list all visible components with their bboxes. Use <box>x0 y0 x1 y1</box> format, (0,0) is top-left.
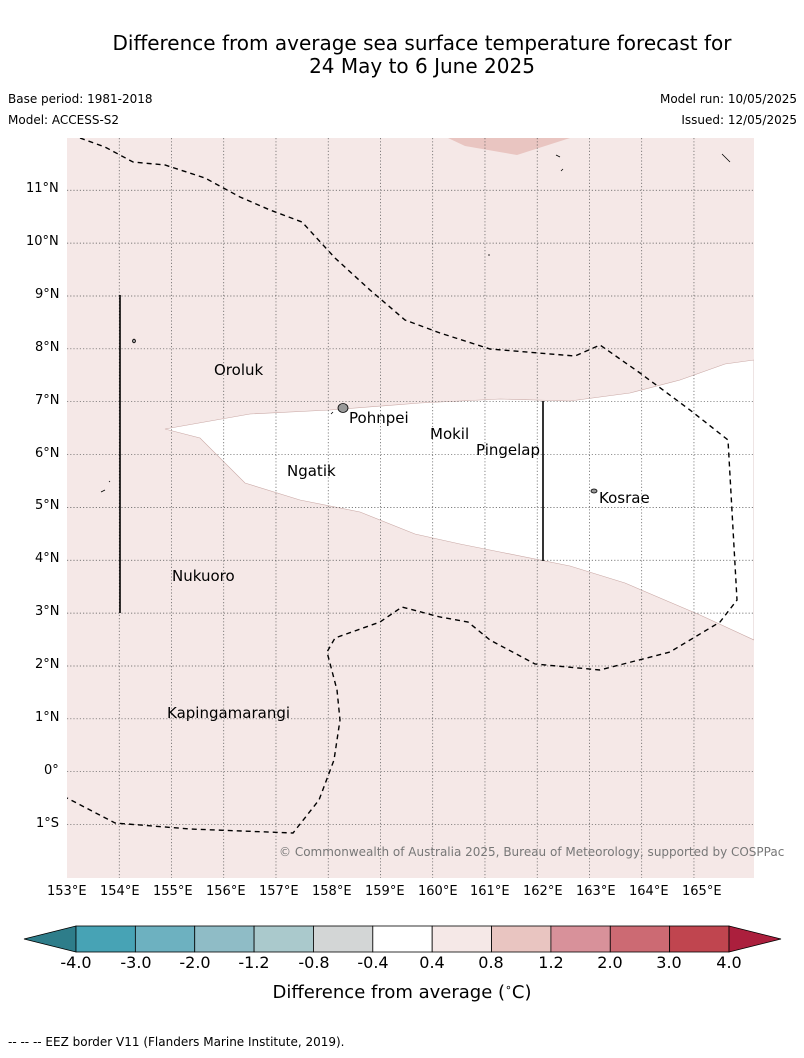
colorbar-tick-label: 0.8 <box>478 953 504 972</box>
pohnpei-island <box>337 403 349 413</box>
eez-legend-note: -- -- -- EEZ border V11 (Flanders Marine… <box>8 1035 345 1049</box>
colorbar-tick-label: -2.0 <box>179 953 211 972</box>
title-line-2: 24 May to 6 June 2025 <box>309 54 535 78</box>
colorbar-segment <box>372 925 433 953</box>
colorbar-segment <box>75 925 136 953</box>
place-label-mokil: Mokil <box>430 425 470 443</box>
colorbar-title: Difference from average (∘C) <box>272 981 532 1003</box>
lat-tick-label: 10°N <box>26 234 59 249</box>
neutral-anomaly-region <box>164 359 754 641</box>
eez-border <box>67 138 738 834</box>
colorbar-tick-label: -3.0 <box>120 953 152 972</box>
lon-tick-label: 154°E <box>100 884 140 899</box>
place-label-oroluk: Oroluk <box>214 361 264 379</box>
colorbar-segment <box>550 925 611 953</box>
colorbar-extend-max <box>728 925 782 953</box>
lat-tick-label: 6°N <box>35 446 60 461</box>
colorbar-segment <box>431 925 492 953</box>
islet <box>721 153 731 163</box>
colorbar-extend-min <box>23 925 77 953</box>
colorbar-tick-label: 0.4 <box>419 953 445 972</box>
colorbar-segment <box>491 925 552 953</box>
lon-tick-label: 158°E <box>312 884 352 899</box>
colorbar <box>23 925 782 953</box>
colorbar-tick-label: -0.4 <box>357 953 389 972</box>
lon-tick-label: 159°E <box>365 884 405 899</box>
colorbar-tick-label: -1.2 <box>238 953 270 972</box>
islet <box>555 154 561 158</box>
lat-tick-label: 7°N <box>35 393 60 408</box>
lon-tick-label: 155°E <box>153 884 193 899</box>
islet <box>100 489 106 493</box>
lat-tick-label: 8°N <box>35 340 60 355</box>
colorbar-tick-label: 1.2 <box>538 953 564 972</box>
place-label-kapingamarangi: Kapingamarangi <box>167 704 291 722</box>
colorbar-segment <box>669 925 730 953</box>
place-label-ngatik: Ngatik <box>287 462 336 480</box>
colorbar-title-unit: C) <box>511 982 532 1003</box>
lon-tick-label: 165°E <box>682 884 722 899</box>
lat-tick-label: 1°S <box>36 816 60 831</box>
place-label-kosrae: Kosrae <box>599 489 650 507</box>
lat-tick-label: 9°N <box>35 287 60 302</box>
lon-tick-label: 156°E <box>206 884 246 899</box>
islands <box>100 153 731 494</box>
lon-tick-label: 162°E <box>523 884 563 899</box>
lon-tick-label: 153°E <box>47 884 87 899</box>
lat-tick-label: 1°N <box>35 710 60 725</box>
colorbar-tick-label: 4.0 <box>716 953 742 972</box>
islet <box>108 480 111 483</box>
colorbar-segment <box>134 925 196 953</box>
model-run: Model run: 10/05/2025 <box>659 92 797 106</box>
colorbar-segment <box>313 925 374 953</box>
issued-date: Issued: 12/05/2025 <box>681 113 797 127</box>
islet <box>132 338 136 344</box>
colorbar-tick-label: -4.0 <box>60 953 92 972</box>
lat-tick-label: 4°N <box>35 551 60 566</box>
map-title: Difference from average sea surface temp… <box>40 32 804 78</box>
colorbar-tick-label: 2.0 <box>597 953 623 972</box>
colorbar-segment <box>194 925 255 953</box>
lat-tick-label: 11°N <box>26 181 59 196</box>
lat-tick-label: 0° <box>44 763 59 778</box>
lat-tick-label: 5°N <box>35 498 60 513</box>
colorbar-tick-label: 3.0 <box>656 953 682 972</box>
islet <box>330 411 334 415</box>
colorbar-segment <box>609 925 671 953</box>
kosrae-island <box>590 488 598 494</box>
colorbar-title-text: Difference from average ( <box>272 982 506 1003</box>
place-label-pohnpei: Pohnpei <box>349 409 409 427</box>
lat-tick-label: 2°N <box>35 657 60 672</box>
copyright-notice: © Commonwealth of Australia 2025, Bureau… <box>279 845 785 859</box>
lon-tick-label: 157°E <box>259 884 299 899</box>
colorbar-segment <box>253 925 314 953</box>
place-label-nukuoro: Nukuoro <box>172 567 235 585</box>
anomaly-0-8-1-2-region <box>448 138 570 155</box>
base-period: Base period: 1981-2018 <box>8 92 153 106</box>
lon-tick-label: 163°E <box>576 884 616 899</box>
colorbar-tick-label: -0.8 <box>298 953 330 972</box>
lon-tick-label: 164°E <box>629 884 669 899</box>
islet <box>560 168 564 172</box>
graticule <box>67 138 754 878</box>
place-label-pingelap: Pingelap <box>476 441 541 459</box>
lon-tick-label: 160°E <box>418 884 458 899</box>
title-line-1: Difference from average sea surface temp… <box>112 31 732 55</box>
lon-tick-label: 161°E <box>470 884 510 899</box>
model-name: Model: ACCESS-S2 <box>8 113 120 127</box>
map-area <box>67 138 754 878</box>
lat-tick-label: 3°N <box>35 604 60 619</box>
